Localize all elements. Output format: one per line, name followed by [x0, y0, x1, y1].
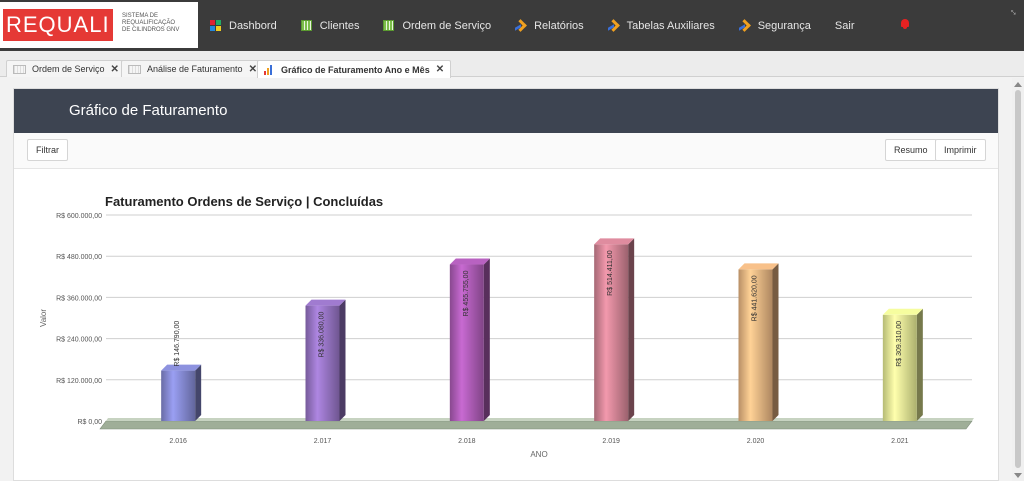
tab-label: Análise de Faturamento	[147, 64, 243, 74]
table-icon	[383, 20, 395, 31]
bar-top	[882, 308, 923, 315]
nav-item-label: Tabelas Auxiliares	[626, 19, 715, 32]
chart-panel: Gráfico de Faturamento Filtrar Resumo Im…	[13, 88, 999, 481]
logo-wordmark: REQUALI	[3, 9, 113, 41]
filter-button[interactable]: Filtrar	[27, 139, 68, 161]
bar-top	[449, 258, 490, 265]
nav-item-tabelas-auxiliares[interactable]: Tabelas Auxiliares	[608, 20, 715, 32]
bar-side	[628, 238, 635, 421]
x-tick-label: 2.016	[169, 438, 187, 445]
nav-item-relatorios[interactable]: Relatórios	[515, 20, 584, 32]
tab-label: Gráfico de Faturamento Ano e Mês	[281, 64, 430, 75]
bar-side	[483, 258, 490, 421]
table-icon	[13, 64, 26, 74]
x-tick-label: 2.020	[747, 438, 765, 445]
tab-bar: Ordem de Serviço ✕ Análise de Faturament…	[0, 51, 1024, 78]
bar	[738, 269, 773, 421]
bar-value-label: R$ 455.755,00	[463, 270, 470, 316]
y-tick-label: R$ 600.000,00	[56, 213, 102, 220]
arrow-icon	[515, 20, 526, 31]
chart-title: Faturamento Ordens de Serviço | Concluíd…	[105, 194, 384, 209]
panel-title: Gráfico de Faturamento	[14, 89, 998, 133]
vertical-scrollbar[interactable]	[1012, 78, 1024, 481]
bar	[305, 305, 340, 421]
nav-item-ordem-servico[interactable]: Ordem de Serviço	[383, 20, 491, 32]
bar-side	[339, 299, 346, 421]
bar-value-label: R$ 441.620,00	[752, 275, 759, 321]
tab-grafico-faturamento[interactable]: Gráfico de Faturamento Ano e Mês ✕	[257, 60, 452, 78]
close-icon[interactable]: ✕	[110, 63, 119, 75]
close-icon[interactable]: ✕	[248, 63, 257, 75]
notification-bell-icon[interactable]	[900, 19, 910, 30]
bar-side	[916, 308, 923, 421]
arrow-icon	[739, 20, 750, 31]
bar-side	[772, 263, 779, 421]
y-tick-label: R$ 0,00	[77, 419, 102, 426]
table-icon	[300, 20, 312, 31]
bar-top	[305, 299, 346, 306]
dashboard-grid-icon	[210, 20, 221, 31]
nav-item-dashboard[interactable]: Dashbord	[210, 20, 277, 32]
x-tick-label: 2.018	[458, 438, 476, 445]
bar-top	[594, 238, 635, 245]
nav-item-label: Dashbord	[229, 19, 277, 32]
nav-item-label: Ordem de Serviço	[402, 19, 492, 32]
y-axis-title: Valor	[39, 309, 48, 327]
chart-floor	[99, 420, 973, 430]
bar-value-label: R$ 146.790,00	[174, 321, 181, 367]
bar-chart-icon	[264, 64, 275, 75]
bar	[882, 314, 917, 421]
close-icon[interactable]: ✕	[435, 64, 445, 75]
nav-item-label: Segurança	[757, 19, 811, 32]
table-icon	[128, 64, 141, 74]
bar-value-label: R$ 514.411,00	[607, 250, 614, 296]
bar-value-label: R$ 336.080,00	[319, 312, 326, 358]
bar-top	[738, 263, 779, 270]
scroll-up-arrow-icon[interactable]	[1014, 82, 1022, 87]
y-tick-label: R$ 240.000,00	[56, 337, 102, 344]
x-tick-label: 2.021	[891, 438, 909, 445]
bar	[594, 244, 629, 421]
nav-item-sair[interactable]: Sair	[835, 20, 855, 32]
y-tick-label: R$ 120.000,00	[56, 378, 102, 385]
tab-analise-faturamento[interactable]: Análise de Faturamento ✕	[121, 60, 264, 77]
expand-icon[interactable]: ↕	[1007, 6, 1020, 19]
y-tick-label: R$ 360.000,00	[56, 295, 102, 302]
nav-item-seguranca[interactable]: Segurança	[739, 20, 811, 32]
scrollbar-thumb[interactable]	[1015, 90, 1021, 468]
chart-floor-top	[106, 418, 974, 421]
bar-value-label: R$ 309.310,00	[896, 321, 903, 367]
bar	[161, 370, 196, 421]
logo-subtitle: SISTEMA DE REQUALIFICAÇÃO DE CILINDROS G…	[122, 13, 180, 33]
x-tick-label: 2.019	[602, 438, 620, 445]
y-tick-label: R$ 480.000,00	[56, 254, 102, 261]
nav-item-clientes[interactable]: Clientes	[300, 19, 360, 32]
x-axis-title: ANO	[530, 450, 547, 459]
nav-item-label: Clientes	[319, 19, 360, 32]
main-nav: Dashbord Clientes Ordem de Serviço Relat…	[210, 0, 878, 51]
logo[interactable]: REQUALI SISTEMA DE REQUALIFICAÇÃO DE CIL…	[0, 2, 198, 48]
nav-item-label: Sair	[834, 19, 855, 32]
panel-toolbar: Filtrar Resumo Imprimir	[14, 133, 998, 169]
top-navbar: REQUALI SISTEMA DE REQUALIFICAÇÃO DE CIL…	[0, 0, 1024, 51]
x-tick-label: 2.017	[314, 438, 332, 445]
summary-button[interactable]: Resumo	[885, 139, 937, 161]
tab-ordem-servico[interactable]: Ordem de Serviço ✕	[6, 60, 126, 77]
bar-side	[195, 364, 202, 421]
bar	[449, 264, 484, 421]
bar-chart: R$ 0,00 R$ 120.000,00 R$ 240.000,00 R$ 360.…	[39, 213, 974, 459]
arrow-icon	[608, 20, 619, 31]
print-button[interactable]: Imprimir	[935, 139, 986, 161]
tab-label: Ordem de Serviço	[32, 64, 105, 74]
scroll-down-arrow-icon[interactable]	[1014, 473, 1022, 478]
nav-item-label: Relatórios	[534, 19, 584, 32]
bar-top	[161, 364, 202, 371]
